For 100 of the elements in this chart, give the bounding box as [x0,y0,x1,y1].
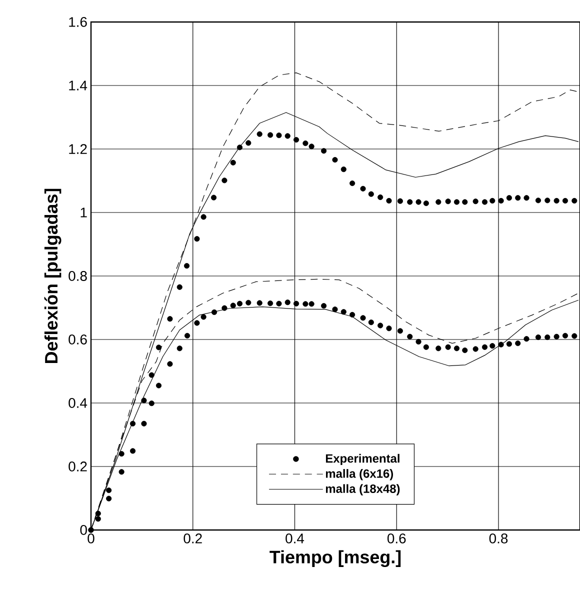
point [141,398,147,404]
point [535,198,542,204]
point [156,382,162,388]
y-tick-label: 0.8 [68,271,87,281]
point [572,333,578,339]
point [130,448,136,454]
point [95,516,101,522]
point [176,346,182,352]
point [544,198,550,204]
point [194,320,200,326]
point [416,199,422,205]
point [350,180,356,186]
point [308,301,314,307]
point [340,166,346,172]
point [360,186,366,192]
point [407,334,413,340]
point [256,300,262,306]
point [454,346,460,352]
point [462,199,468,205]
x-tick-label: 0.4 [286,534,304,544]
point [194,236,200,242]
point [368,320,374,326]
point [498,198,504,204]
point [378,194,384,200]
point [482,344,488,350]
y-tick-label: 0.2 [68,462,87,472]
point [148,400,154,406]
point [472,346,478,352]
point [423,200,429,206]
y-tick-label: 0.4 [68,398,88,408]
y-tick-label: 0.6 [68,334,87,344]
y-tick-label: 0 [80,525,87,535]
point [167,316,173,322]
point [368,191,374,197]
point [498,342,504,348]
point [95,510,101,516]
point [416,338,422,345]
y-axis-title: Deflexión [pulgadas] [44,188,62,363]
point [350,312,356,318]
point [482,199,488,205]
point [445,198,451,204]
point [284,300,290,306]
point [535,334,542,340]
point [130,420,136,426]
point [308,144,314,150]
point [236,300,243,306]
point [184,332,190,338]
x-axis-title: Tiempo [mseg.] [270,550,401,568]
legend-label: malla (6x16) [326,469,394,480]
point [472,198,478,204]
point [211,309,218,315]
y-tick-label: 1.6 [69,17,87,27]
point [167,361,173,367]
point [562,198,568,204]
point [378,322,384,328]
point [302,140,308,146]
legend-label: Experimental [326,454,400,466]
point [268,132,274,138]
point [524,336,530,342]
point [462,348,468,354]
point [118,469,124,475]
point [554,334,560,340]
point [360,315,366,321]
point [256,131,262,137]
point [436,346,442,352]
point [176,284,182,290]
point [276,300,282,306]
point [246,140,252,146]
point [284,133,290,139]
point [445,344,451,350]
point [236,144,243,150]
point [141,420,147,426]
y-tick-label: 1 [80,208,87,218]
x-tick-label: 0.2 [184,534,202,544]
point [515,195,521,201]
point [397,328,403,334]
legend-label: malla (18x48) [326,484,400,496]
x-tick-label: 0.6 [387,534,406,544]
point [210,194,217,200]
point [490,343,496,349]
point [200,214,206,220]
point [490,198,496,204]
point [436,199,442,205]
point [454,199,460,205]
point [423,344,429,350]
point [515,340,521,346]
point [506,195,512,201]
point [276,132,282,138]
point [200,314,206,320]
point [118,451,124,457]
point [184,263,190,269]
point [562,332,568,338]
point [302,301,308,307]
y-tick-label: 1.2 [69,144,87,154]
x-tick-label: 0 [88,534,94,544]
point [156,344,162,350]
point [106,496,112,502]
point [320,303,327,309]
point [106,488,112,494]
point [222,178,228,184]
